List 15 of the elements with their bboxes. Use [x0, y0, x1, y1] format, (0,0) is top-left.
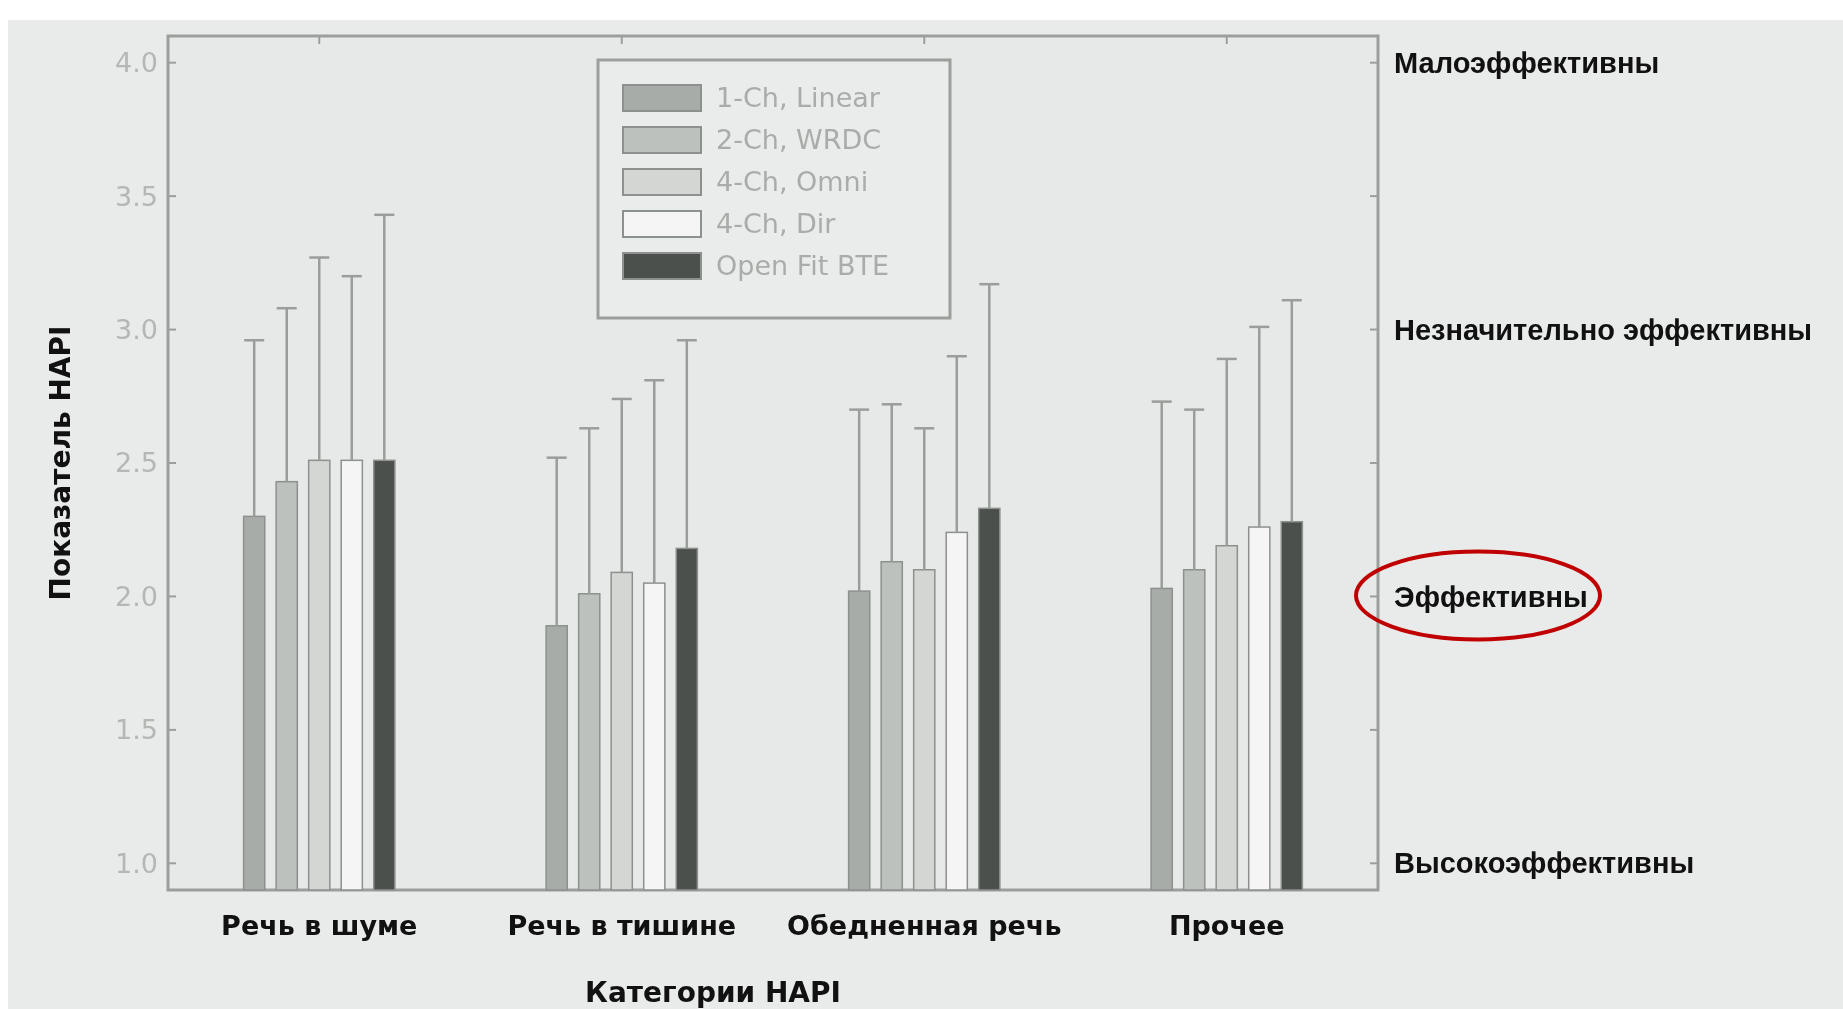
text: Эффективны	[1394, 580, 1588, 613]
x-tick-label: Речь в шуме	[221, 910, 418, 941]
legend-label: 1-Ch, Linear	[716, 82, 881, 114]
legend-label: Open Fit BTE	[716, 250, 890, 282]
x-tick-label: Прочее	[1168, 910, 1285, 941]
x-tick-label: Речь в тишине	[507, 910, 737, 941]
text: Высокоэффективны	[1394, 847, 1695, 880]
text: Малоэффективны	[1394, 46, 1660, 79]
x-tick-label: Обедненная речь	[787, 910, 1062, 941]
text: Незначительно эффективны	[1394, 313, 1813, 346]
legend-label: 4-Ch, Dir	[716, 208, 837, 240]
legend-label: 4-Ch, Omni	[716, 166, 869, 198]
legend-label: 2-Ch, WRDC	[716, 124, 882, 156]
y-axis-title: Показатель HAPI	[44, 325, 77, 601]
x-axis-title: Категории HAPI	[585, 976, 841, 1009]
